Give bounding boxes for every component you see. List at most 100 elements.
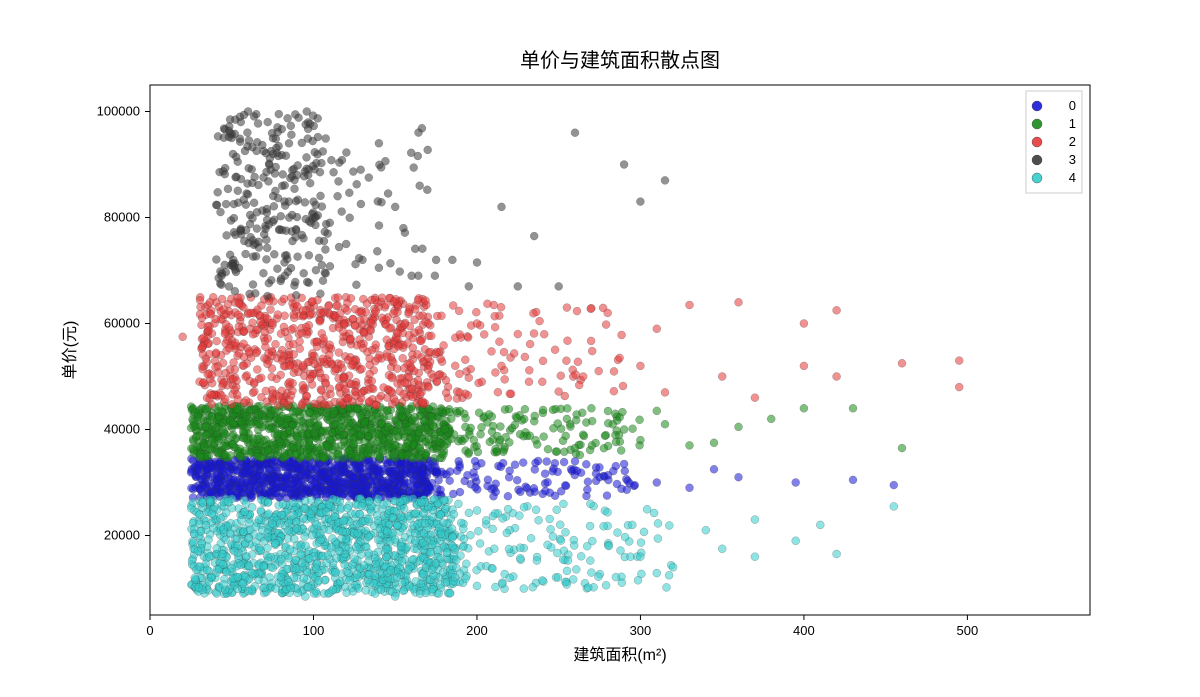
data-point bbox=[375, 161, 383, 169]
data-point bbox=[620, 161, 628, 169]
data-point bbox=[288, 211, 296, 219]
data-point bbox=[257, 318, 265, 326]
data-point bbox=[253, 225, 261, 233]
data-point bbox=[573, 411, 581, 419]
data-point bbox=[500, 446, 508, 454]
data-point bbox=[345, 447, 353, 455]
data-point bbox=[208, 510, 216, 518]
data-point bbox=[587, 404, 595, 412]
data-point bbox=[283, 472, 291, 480]
data-point bbox=[383, 527, 391, 535]
data-point bbox=[374, 517, 382, 525]
data-point bbox=[194, 413, 202, 421]
data-point bbox=[237, 516, 245, 524]
data-point bbox=[380, 501, 388, 509]
data-point bbox=[240, 340, 248, 348]
data-point bbox=[620, 460, 628, 468]
data-point bbox=[583, 486, 591, 494]
data-point bbox=[718, 545, 726, 553]
data-point bbox=[255, 516, 263, 524]
data-point bbox=[319, 453, 327, 461]
data-point bbox=[544, 445, 552, 453]
data-point bbox=[282, 152, 290, 160]
data-point bbox=[541, 487, 549, 495]
data-point bbox=[358, 502, 366, 510]
data-point bbox=[519, 459, 527, 467]
data-point bbox=[497, 303, 505, 311]
data-point bbox=[292, 291, 300, 299]
data-point bbox=[751, 394, 759, 402]
data-point bbox=[557, 372, 565, 380]
data-point bbox=[413, 482, 421, 490]
data-point bbox=[219, 419, 227, 427]
data-point bbox=[335, 349, 343, 357]
data-point bbox=[527, 534, 535, 542]
data-point bbox=[264, 447, 272, 455]
data-point bbox=[389, 513, 397, 521]
data-point bbox=[470, 436, 478, 444]
data-point bbox=[305, 555, 313, 563]
data-point bbox=[425, 435, 433, 443]
data-point bbox=[221, 125, 229, 133]
data-point bbox=[301, 497, 309, 505]
data-point bbox=[298, 559, 306, 567]
data-point bbox=[368, 377, 376, 385]
data-point bbox=[530, 330, 538, 338]
data-point bbox=[314, 420, 322, 428]
data-point bbox=[277, 330, 285, 338]
data-point bbox=[544, 478, 552, 486]
data-point bbox=[485, 410, 493, 418]
x-axis-label: 建筑面积(m²) bbox=[573, 646, 666, 664]
data-point bbox=[315, 254, 323, 262]
data-point bbox=[272, 585, 280, 593]
data-point bbox=[619, 382, 627, 390]
data-point bbox=[307, 510, 315, 518]
data-point bbox=[322, 135, 330, 143]
data-point bbox=[620, 426, 628, 434]
data-point bbox=[506, 390, 514, 398]
data-point bbox=[206, 498, 214, 506]
data-point bbox=[313, 343, 321, 351]
data-point bbox=[425, 383, 433, 391]
data-point bbox=[366, 458, 374, 466]
data-point bbox=[286, 435, 294, 443]
data-point bbox=[428, 413, 436, 421]
data-point bbox=[427, 332, 435, 340]
data-point bbox=[394, 329, 402, 337]
data-point bbox=[521, 405, 529, 413]
data-point bbox=[501, 375, 509, 383]
data-point bbox=[290, 480, 298, 488]
data-point bbox=[409, 455, 417, 463]
data-point bbox=[263, 208, 271, 216]
data-point bbox=[196, 486, 204, 494]
data-point bbox=[588, 347, 596, 355]
x-tick-label: 300 bbox=[630, 623, 652, 638]
data-point bbox=[582, 460, 590, 468]
data-point bbox=[196, 563, 204, 571]
data-point bbox=[540, 433, 548, 441]
data-point bbox=[311, 400, 319, 408]
data-point bbox=[314, 133, 322, 141]
data-point bbox=[291, 278, 299, 286]
data-point bbox=[234, 573, 242, 581]
data-point bbox=[223, 231, 231, 239]
data-point bbox=[359, 256, 367, 264]
data-point bbox=[257, 374, 265, 382]
legend-label: 1 bbox=[1069, 116, 1076, 131]
data-point bbox=[352, 543, 360, 551]
data-point bbox=[254, 411, 262, 419]
data-point bbox=[391, 203, 399, 211]
data-point bbox=[587, 337, 595, 345]
data-point bbox=[433, 437, 441, 445]
data-point bbox=[302, 323, 310, 331]
data-point bbox=[229, 419, 237, 427]
data-point bbox=[601, 432, 609, 440]
data-point bbox=[536, 317, 544, 325]
data-point bbox=[242, 552, 250, 560]
data-point bbox=[557, 537, 565, 545]
data-point bbox=[386, 259, 394, 267]
data-point bbox=[358, 365, 366, 373]
data-point bbox=[390, 395, 398, 403]
data-point bbox=[365, 446, 373, 454]
data-point bbox=[535, 516, 543, 524]
